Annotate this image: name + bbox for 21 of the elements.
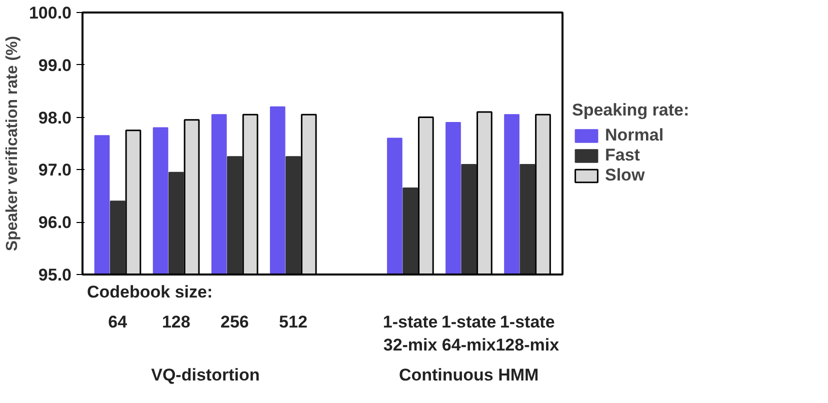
- y-tick-label: 99.0: [38, 56, 72, 75]
- y-tick-label: 100.0: [28, 4, 72, 22]
- y-tick-label: 97.0: [38, 160, 72, 180]
- y-tick-label: 95.0: [38, 266, 72, 284]
- y-axis-title: Speaker verification rate (%): [4, 36, 21, 252]
- x-tick-label: 1-state 64-mix: [441, 312, 496, 354]
- legend-label: Fast: [605, 146, 640, 166]
- x-tick-label: 1-state 32-mix: [382, 312, 438, 354]
- x-tick-label: 512: [279, 312, 308, 332]
- text: Codebook size:: [87, 282, 213, 302]
- x-tick-label: 256: [220, 312, 249, 332]
- y-tick-label: 96.0: [38, 213, 72, 232]
- text: Continuous HMM: [398, 366, 539, 384]
- x-tick-label: 128: [162, 312, 190, 332]
- y-tick-label: 98.0: [38, 108, 72, 128]
- text: VQ-distortion: [151, 366, 260, 384]
- legend-title: Speaking rate:: [572, 100, 690, 120]
- legend-label: Slow: [605, 166, 645, 186]
- legend-label: Normal: [605, 126, 664, 146]
- x-tick-label: 1-state 128-mix: [496, 312, 560, 354]
- x-tick-label: 64: [108, 312, 128, 332]
